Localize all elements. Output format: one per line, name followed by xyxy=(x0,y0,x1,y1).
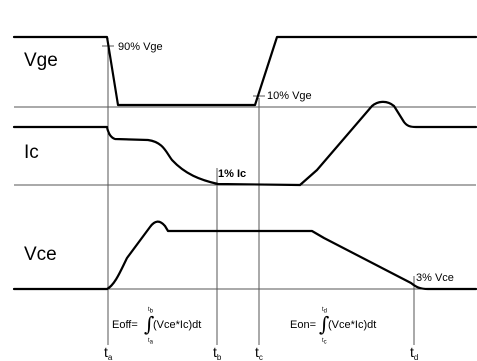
vge-waveform xyxy=(12,35,477,107)
ic-1-percent-label: 1% Ic xyxy=(218,168,246,180)
ic-label: Ic xyxy=(24,142,39,163)
eoff-lower-limit: ta xyxy=(148,338,154,346)
eon-prefix: Eon= xyxy=(290,319,316,331)
vce-label: Vce xyxy=(24,244,57,265)
ta-time-label: ta xyxy=(104,344,113,361)
eon-formula: Eon= ∫ td tc (Vce*Ic)dt xyxy=(290,307,376,346)
vge-90-percent-label: 90% Vge xyxy=(118,41,163,53)
tb-time-label: tb xyxy=(213,344,222,361)
eoff-formula: Eoff= ∫ tb ta (Vce*Ic)dt xyxy=(112,307,201,346)
vge-10-percent-label: 10% Vge xyxy=(267,90,312,102)
eon-upper-limit: td xyxy=(322,307,327,315)
eon-expression: (Vce*Ic)dt xyxy=(328,319,376,331)
vce-waveform xyxy=(12,220,477,291)
ic-waveform xyxy=(12,100,477,187)
td-time-label: td xyxy=(410,344,418,361)
eon-lower-limit: tc xyxy=(322,338,327,346)
vge-label: Vge xyxy=(24,50,58,71)
eoff-upper-limit: tb xyxy=(148,307,154,315)
vce-3-percent-label: 3% Vce xyxy=(416,272,454,284)
eoff-expression: (Vce*Ic)dt xyxy=(153,319,201,331)
eoff-prefix: Eoff= xyxy=(112,319,138,331)
eon-integral-sign: ∫ xyxy=(319,312,329,336)
eoff-integral-sign: ∫ xyxy=(144,312,154,336)
tc-time-label: tc xyxy=(255,344,263,361)
